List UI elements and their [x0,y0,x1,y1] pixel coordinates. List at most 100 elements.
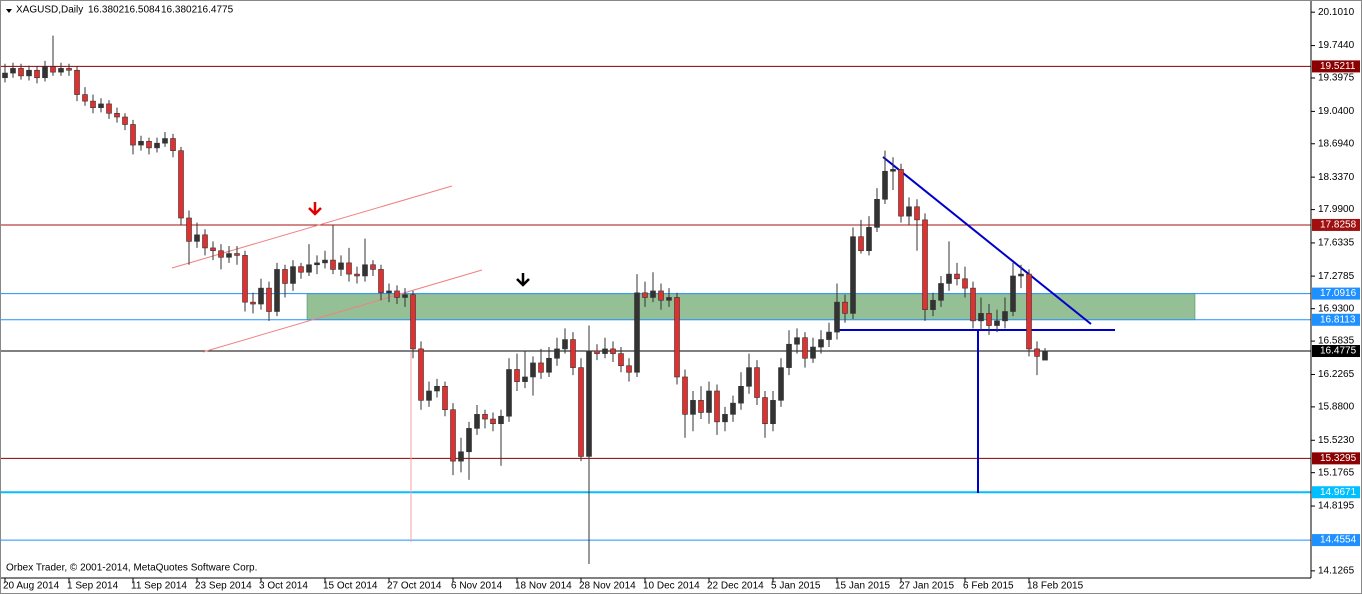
candle-body [466,428,472,453]
candle-body [602,348,608,354]
candle-body [850,236,856,314]
candle-body [722,414,728,423]
y-tick-label: 20.1010 [1318,7,1355,18]
candle-body [58,68,64,73]
price-level-label: 14.9671 [1320,487,1357,498]
candle-body [890,169,896,172]
candle-body [818,339,824,348]
x-tick-label: 11 Sep 2014 [131,581,187,592]
ohlc-high: 16.5084 [124,5,161,16]
y-tick-label: 18.3370 [1318,172,1355,183]
candle-body [194,234,200,242]
price-level-tag [1312,218,1360,231]
candle-body [634,292,640,373]
candle-body [506,369,512,417]
candle-body [514,369,520,382]
candle-body [1010,275,1016,312]
x-tick-label: 22 Dec 2014 [707,581,764,592]
candle-body [1002,311,1008,322]
candle-body [10,68,16,74]
candle-body [98,103,104,108]
candle-body [442,386,448,410]
candle-body [426,390,432,401]
candle-body [498,415,504,425]
candle-body [34,69,40,79]
candle-body [866,227,872,252]
candle-body [978,313,984,322]
candle-body [738,386,744,404]
candle-body [770,400,776,425]
candle-body [970,287,976,322]
candle-body [258,287,264,305]
candle-body [594,350,600,354]
ohlc-low: 16.3802 [161,5,198,16]
ohlc-close: 16.4775 [197,5,234,16]
candle-body [66,68,72,71]
candle-body [82,94,88,102]
candle-body [690,400,696,415]
candle-body [898,169,904,217]
candle-body [962,278,968,289]
candle-body [50,66,56,73]
price-level-tag [1312,287,1360,300]
candle-body [754,367,760,398]
x-tick-label: 28 Nov 2014 [579,581,636,592]
candle-body [370,264,376,270]
candle-body [994,320,1000,326]
candle-body [666,297,672,301]
candle-body [570,339,576,368]
candle-body [954,273,960,280]
candle-body [946,273,952,284]
symbol-title: XAGUSD,Daily [16,5,83,16]
price-level-tag [1312,452,1360,465]
candle-body [730,402,736,415]
candle-body [162,138,168,144]
menu-triangle [6,9,12,13]
x-tick-label: 10 Dec 2014 [643,581,700,592]
candle-body [746,367,752,387]
candle-body [450,409,456,462]
candle-body [786,343,792,368]
candle-body [482,414,488,420]
x-tick-label: 1 Sep 2014 [67,581,119,592]
candle-body [122,116,128,125]
candle-body [290,266,296,284]
candle-body [650,290,656,298]
candle-body [274,269,280,312]
price-level-label: 14.4554 [1320,535,1357,546]
candle-body [418,348,424,401]
candle-body [178,150,184,219]
candle-body [154,142,160,149]
candle-body [1034,348,1040,357]
y-tick-label: 17.2785 [1318,271,1355,282]
candle-body [202,234,208,249]
y-tick-label: 18.6940 [1318,138,1355,149]
candle-body [938,283,944,301]
candle-body [794,337,800,345]
y-tick-label: 14.1265 [1318,565,1355,576]
candle-body [522,376,528,382]
sell-arrow [308,202,322,216]
candle-body [810,346,816,359]
candle-body [682,376,688,415]
candle-body [906,206,912,217]
ohlc-open: 16.3802 [88,5,125,16]
candle-body [114,112,120,118]
candle-body [642,292,648,298]
candle-body [578,367,584,457]
candle-body [698,400,704,413]
x-tick-label: 3 Oct 2014 [259,581,308,592]
candle-body [490,418,496,425]
price-level-label: 17.0916 [1320,288,1357,299]
candle-body [106,103,112,114]
price-level-label: 17.8258 [1320,220,1357,231]
candle-body [922,219,928,310]
candle-body [266,287,272,312]
candle-body [226,253,232,258]
x-tick-label: 27 Oct 2014 [387,581,442,592]
candle-body [26,69,32,77]
y-tick-label: 14.8195 [1318,501,1355,512]
candle-body [1042,350,1048,361]
candle-body [210,247,216,252]
